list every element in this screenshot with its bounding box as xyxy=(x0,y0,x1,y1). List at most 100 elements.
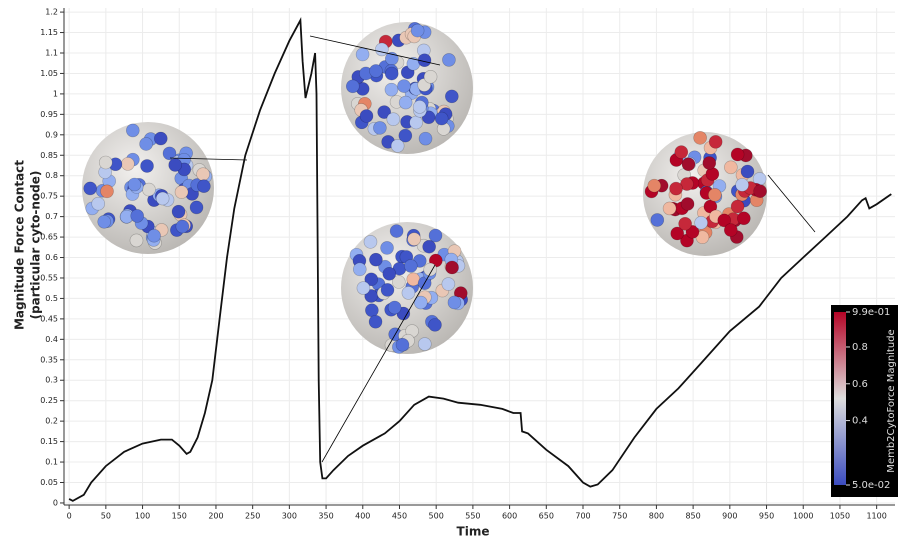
node-ball xyxy=(663,202,676,215)
node-ball xyxy=(141,159,154,172)
node-ball xyxy=(365,304,378,317)
node-ball xyxy=(651,213,664,226)
node-ball xyxy=(411,24,424,37)
node-ball xyxy=(754,185,767,198)
node-ball xyxy=(387,113,400,126)
y-tick-label: 1.2 xyxy=(45,8,58,17)
node-ball xyxy=(708,188,721,201)
node-ball xyxy=(703,156,716,169)
node-ball xyxy=(172,205,185,218)
node-ball xyxy=(408,233,421,246)
node-ball xyxy=(197,168,210,181)
chart: Time Magnitude Force Contact (particular… xyxy=(0,0,898,539)
node-ball xyxy=(357,282,370,295)
x-tick-label: 800 xyxy=(649,512,664,521)
y-tick-label: 0.6 xyxy=(45,253,58,262)
node-ball xyxy=(402,286,415,299)
node-ball xyxy=(731,200,744,213)
y-tick-label: 0.7 xyxy=(45,212,58,221)
y-tick-label: 0.85 xyxy=(40,151,58,160)
node-ball xyxy=(130,234,143,247)
y-tick-label: 0.15 xyxy=(40,437,58,446)
node-ball xyxy=(670,182,683,195)
node-ball xyxy=(121,157,134,170)
y-tick-label: 1.1 xyxy=(45,48,58,57)
y-tick-label: 0.5 xyxy=(45,294,58,303)
node-ball xyxy=(407,273,420,286)
x-tick-label: 250 xyxy=(245,512,260,521)
node-ball xyxy=(369,253,382,266)
colorbar xyxy=(834,312,846,485)
node-ball xyxy=(131,209,144,222)
x-tick-label: 1100 xyxy=(866,512,886,521)
y-tick-label: 0.35 xyxy=(40,355,58,364)
colorbar-tick-label: 0.8 xyxy=(852,342,868,353)
node-ball xyxy=(154,132,167,145)
node-ball xyxy=(169,158,182,171)
data-line xyxy=(69,20,891,501)
x-tick-label: 350 xyxy=(318,512,333,521)
node-ball xyxy=(448,296,461,309)
y-tick-label: 0.75 xyxy=(40,192,58,201)
y-tick-label: 0.25 xyxy=(40,396,58,405)
node-ball xyxy=(695,216,708,229)
node-ball xyxy=(442,278,455,291)
x-axis-title: Time xyxy=(457,525,490,539)
node-ball xyxy=(445,90,458,103)
colorbar-tick-label: 0.6 xyxy=(852,379,868,390)
node-ball xyxy=(398,80,411,93)
node-ball xyxy=(413,100,426,113)
node-ball xyxy=(381,283,394,296)
node-ball xyxy=(353,263,366,276)
node-ball xyxy=(369,315,382,328)
x-tick-label: 0 xyxy=(67,512,72,521)
node-ball xyxy=(724,161,737,174)
node-ball xyxy=(410,116,423,129)
node-ball xyxy=(724,224,737,237)
node-ball xyxy=(731,148,744,161)
x-tick-label: 550 xyxy=(465,512,480,521)
node-ball xyxy=(388,301,401,314)
x-tick-label: 750 xyxy=(612,512,627,521)
node-ball xyxy=(418,338,431,351)
y-tick-label: 0.65 xyxy=(40,233,58,242)
node-ball xyxy=(176,220,189,233)
y-tick-label: 0.2 xyxy=(45,417,58,426)
node-ball xyxy=(390,225,403,238)
x-tick-label: 150 xyxy=(172,512,187,521)
y-tick-label: 1.05 xyxy=(40,69,58,78)
x-tick-label: 1000 xyxy=(793,512,813,521)
node-ball xyxy=(442,53,455,66)
x-tick-label: 450 xyxy=(392,512,407,521)
node-ball xyxy=(369,64,382,77)
node-ball xyxy=(648,179,661,192)
node-ball xyxy=(675,146,688,159)
node-ball xyxy=(391,139,404,152)
node-ball xyxy=(404,259,417,272)
node-ball xyxy=(679,217,692,230)
node-ball xyxy=(360,109,373,122)
colorbar-title: Memb2CytoForce Magnitude xyxy=(886,329,897,472)
leader-line xyxy=(768,175,815,232)
y-tick-label: 0 xyxy=(53,498,58,507)
node-ball xyxy=(101,185,114,198)
node-ball xyxy=(741,165,754,178)
node-ball xyxy=(429,229,442,242)
x-tick-label: 600 xyxy=(502,512,517,521)
y-tick-label: 0.4 xyxy=(45,335,58,344)
node-ball xyxy=(435,112,448,125)
node-ball xyxy=(364,235,377,248)
x-tick-label: 200 xyxy=(208,512,223,521)
colorbar-tick-label: 0.4 xyxy=(852,416,868,427)
node-ball xyxy=(356,48,369,61)
node-ball xyxy=(197,180,210,193)
node-ball xyxy=(681,197,694,210)
node-ball xyxy=(709,135,722,148)
x-tick-label: 500 xyxy=(429,512,444,521)
node-ball xyxy=(694,131,707,144)
node-ball xyxy=(424,70,437,83)
node-ball xyxy=(190,201,203,214)
node-ball xyxy=(126,124,139,137)
y-tick-label: 1.15 xyxy=(40,28,58,37)
node-ball xyxy=(156,192,169,205)
